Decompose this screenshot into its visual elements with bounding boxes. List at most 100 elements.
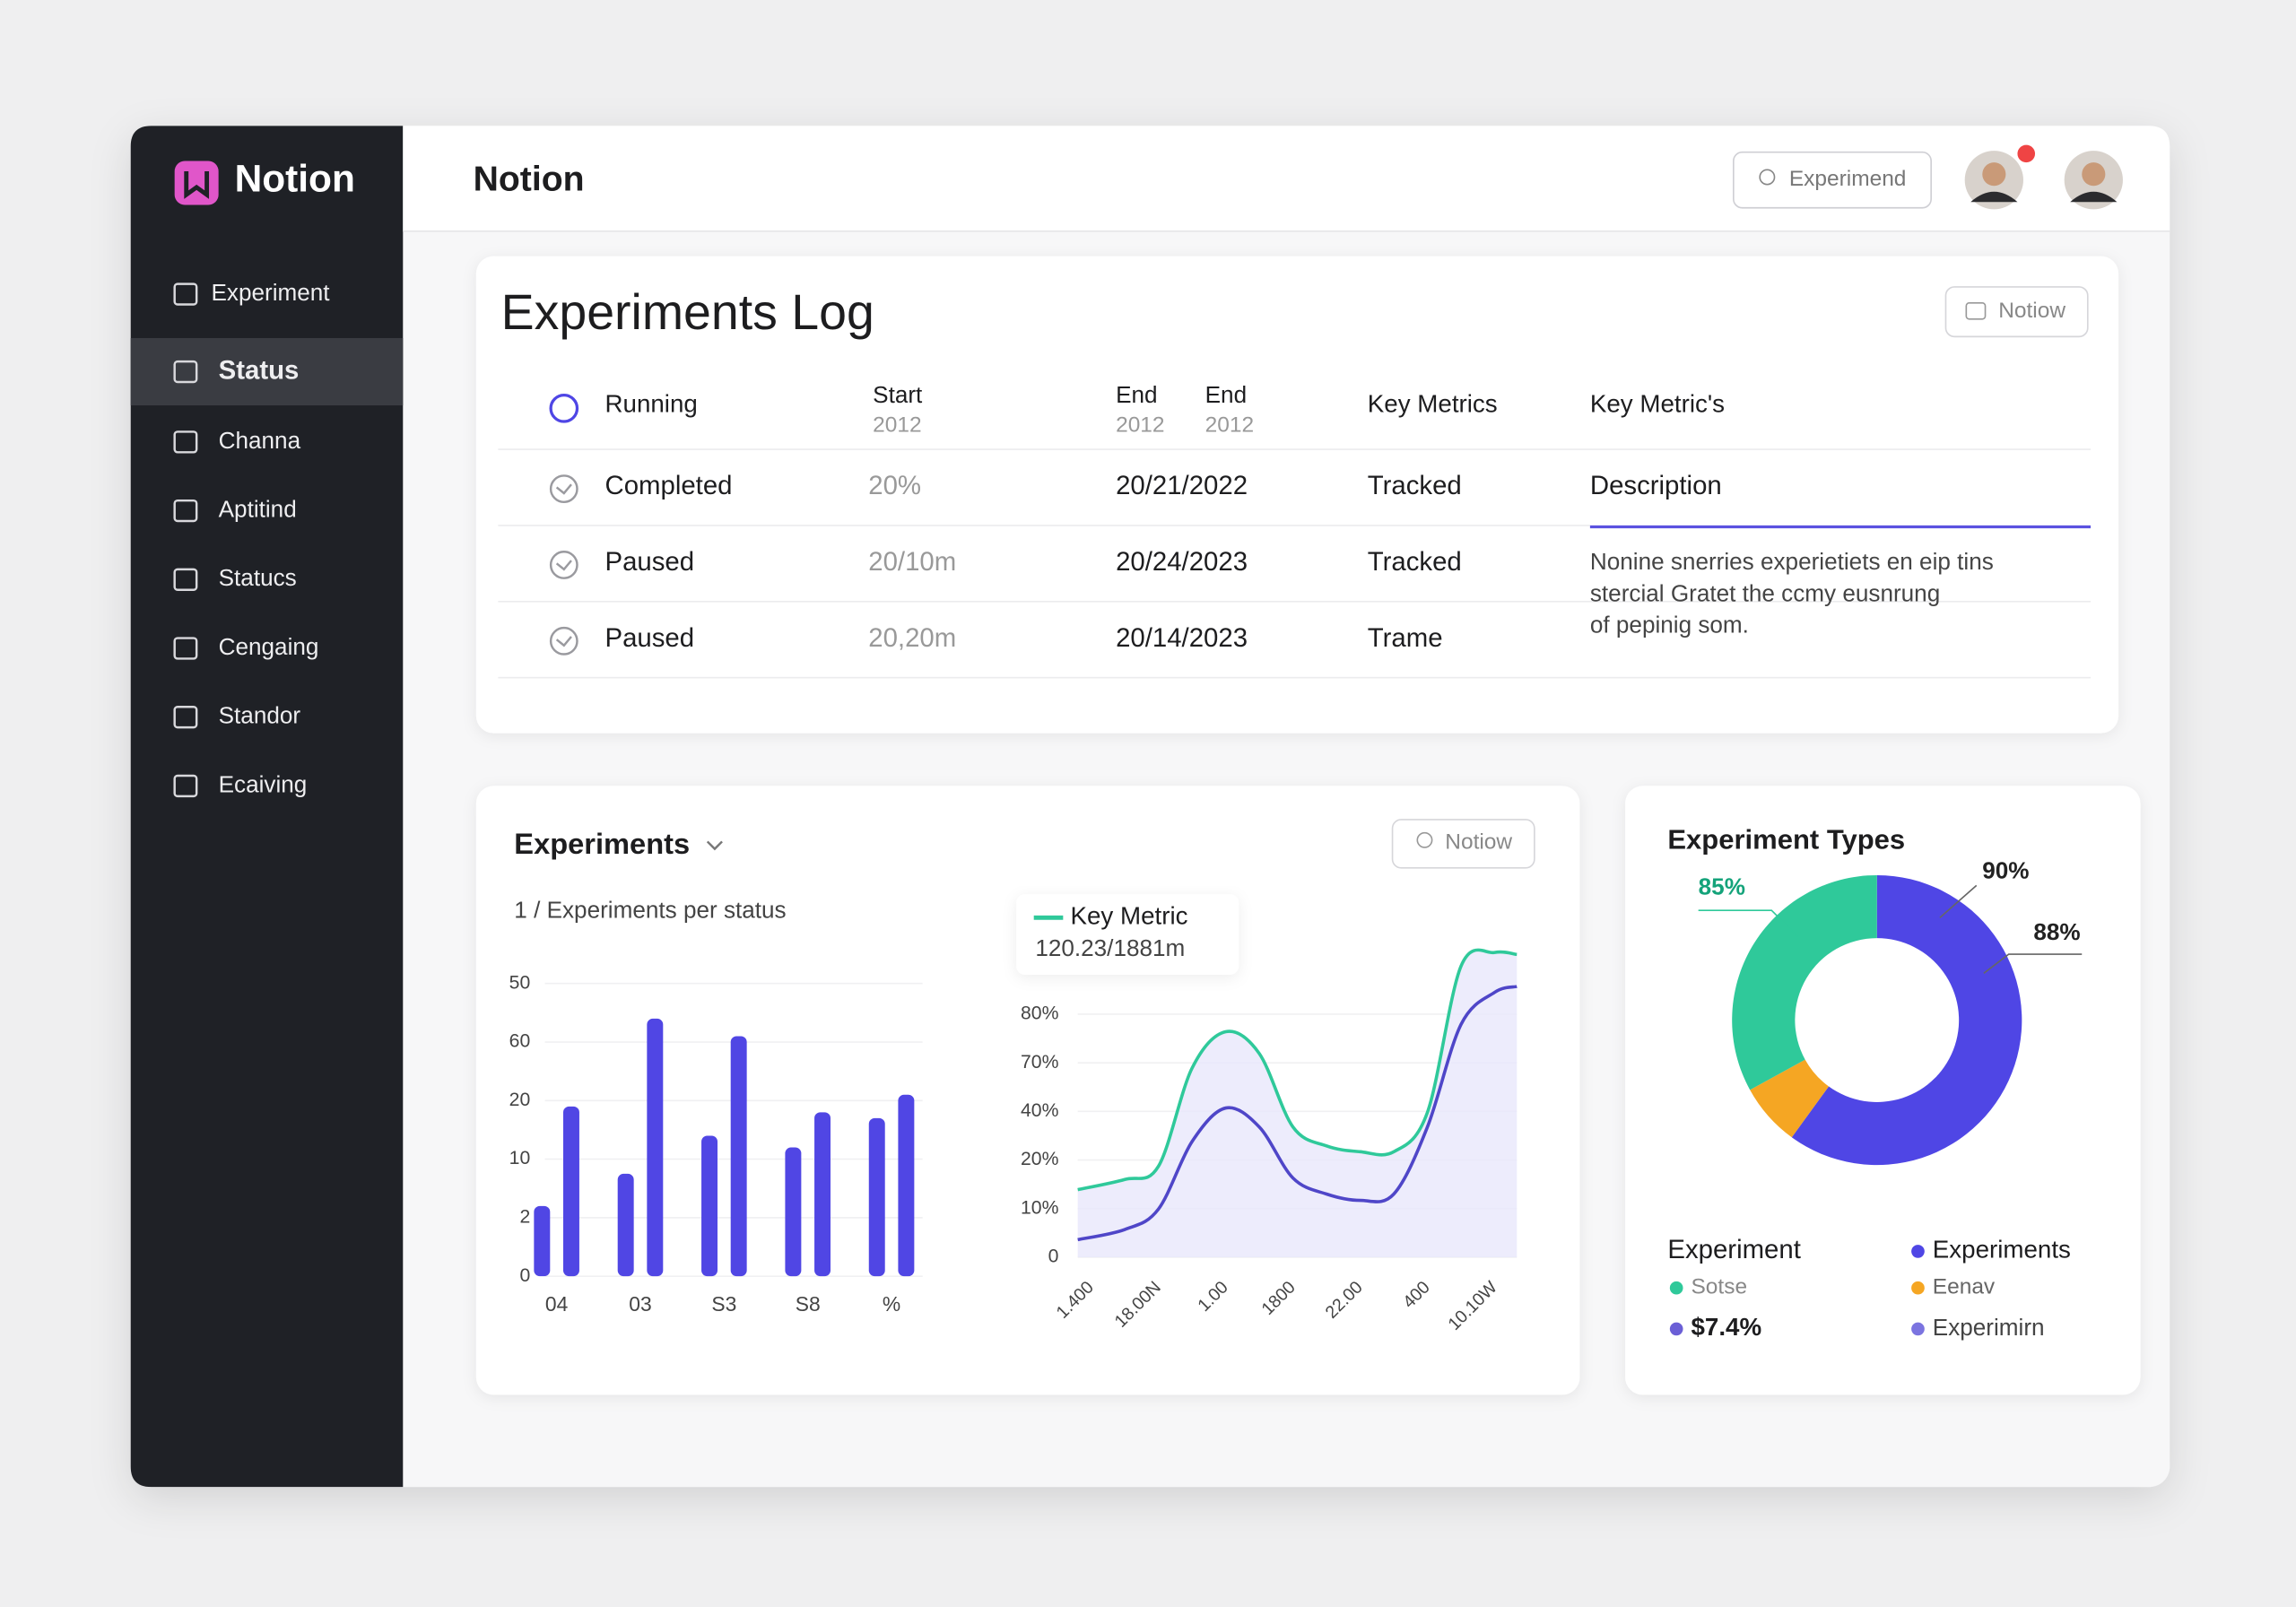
table-cell: 20/10m: [868, 547, 956, 577]
column-header: Start: [873, 381, 923, 408]
nav-icon: [173, 499, 198, 523]
button-icon: [1416, 831, 1433, 848]
bar: [534, 1205, 551, 1277]
table-cell: Completed: [605, 471, 733, 500]
column-header: Key Metric's: [1590, 389, 1725, 417]
donut-segment: [1750, 1059, 1830, 1138]
card-button[interactable]: [1391, 819, 1535, 869]
card-button[interactable]: [1944, 286, 2089, 338]
bar: [647, 1018, 664, 1277]
legend-dot: [1911, 1322, 1925, 1336]
nav-item[interactable]: Status: [219, 355, 300, 385]
y-tick-label: 70%: [1021, 1052, 1059, 1073]
bar: [868, 1117, 885, 1277]
bar: [617, 1173, 634, 1277]
y-tick-label: 20: [509, 1090, 531, 1110]
y-tick-label: 40%: [1021, 1100, 1059, 1121]
header-button[interactable]: [1733, 151, 1932, 209]
line-series: [1077, 948, 1518, 1192]
legend-label: Experimirn: [1933, 1314, 2045, 1341]
column-header: Running: [605, 389, 698, 417]
header-button-label: Experimend: [1789, 167, 1907, 191]
y-tick-label: 2: [519, 1206, 530, 1227]
y-tick-label: 20%: [1021, 1149, 1059, 1169]
page-title: Notion: [474, 161, 585, 199]
sidebar: [130, 126, 404, 1488]
column-header: End: [1205, 381, 1247, 408]
row-check-mark: [555, 636, 572, 647]
legend-title: Experiment: [1667, 1235, 1800, 1264]
annotation-leader: [1983, 953, 2083, 974]
nav-item[interactable]: Cengaing: [219, 633, 319, 660]
button-icon: [1759, 169, 1776, 186]
legend-dot: [1669, 1322, 1683, 1336]
legend-subtitle: 120.23/1881m: [1035, 934, 1185, 961]
nav-item[interactable]: Aptitind: [219, 495, 297, 522]
legend-label: Experiments: [1933, 1236, 2071, 1264]
description-text: of pepinig som.: [1590, 611, 1749, 638]
nav-item[interactable]: Channa: [219, 427, 301, 454]
annotation-leader: [1698, 909, 1799, 938]
nav-item[interactable]: Ecaiving: [219, 770, 308, 797]
y-tick-label: 10: [509, 1148, 531, 1168]
chart-title: Experiments: [514, 827, 690, 860]
row-check-mark: [555, 483, 572, 495]
legend-box: [1016, 894, 1239, 975]
table-cell: Paused: [605, 623, 695, 653]
column-sub: 2012: [873, 413, 921, 437]
brand-name: Notion: [235, 158, 355, 200]
avatar-body: [1970, 191, 2018, 203]
bar: [730, 1036, 747, 1277]
y-tick-label: 50: [509, 972, 531, 993]
description-title: Description: [1590, 471, 1722, 500]
table-cell: 20/14/2023: [1116, 623, 1248, 653]
table-cell: 20,20m: [868, 623, 956, 653]
nav-item[interactable]: Experiment: [211, 279, 330, 306]
brand-logo-mark: [184, 170, 210, 199]
bar: [814, 1112, 831, 1277]
column-header: Key Metrics: [1368, 389, 1498, 417]
legend-dot: [1911, 1245, 1925, 1258]
bar: [785, 1147, 802, 1277]
table-cell: Trame: [1368, 623, 1443, 653]
donut-annotation: 85%: [1699, 873, 1745, 900]
table-cell: Tracked: [1368, 471, 1462, 500]
legend-label: $7.4%: [1691, 1313, 1761, 1341]
nav-item[interactable]: Standor: [219, 702, 301, 729]
button-icon: [1965, 302, 1987, 320]
card-button-label: Notiow: [1998, 299, 2066, 323]
row-check: [549, 626, 578, 656]
table-cell: 20%: [868, 471, 921, 500]
card-button-label: Notiow: [1445, 830, 1512, 855]
y-tick-label: 0: [1048, 1247, 1059, 1267]
row-check: [549, 551, 578, 579]
area-fill: [1077, 950, 1518, 1257]
description-text: stercial Gratet the ccmy eusnrung: [1590, 579, 1940, 606]
nav-item[interactable]: Statucs: [219, 564, 297, 591]
row-check: [549, 474, 578, 504]
dropdown-chevron[interactable]: [706, 840, 723, 851]
x-tick-label: S3: [711, 1292, 736, 1316]
chart-subtitle: 1 / Experiments per status: [514, 897, 786, 924]
types-card: [1625, 786, 2141, 1395]
y-tick-label: 80%: [1021, 1003, 1059, 1024]
column-header: End: [1116, 381, 1157, 408]
avatar-face: [2082, 162, 2106, 187]
column-sub: 2012: [1205, 413, 1254, 437]
nav-icon: [173, 568, 198, 591]
brand-logo: [174, 161, 219, 205]
status-icon: [549, 394, 579, 423]
x-tick-label: S8: [796, 1292, 821, 1316]
nav-icon: [173, 637, 198, 660]
legend-label: Key Metric: [1071, 902, 1188, 930]
nav-icon: [173, 282, 198, 306]
x-tick-label: %: [883, 1292, 900, 1316]
avatar-body: [2070, 191, 2118, 203]
card-title: Experiments Log: [501, 284, 874, 340]
y-tick-label: 0: [519, 1265, 530, 1286]
bar: [562, 1106, 579, 1277]
legend-dot: [1669, 1281, 1683, 1295]
donut-annotation: 90%: [1982, 857, 2029, 884]
